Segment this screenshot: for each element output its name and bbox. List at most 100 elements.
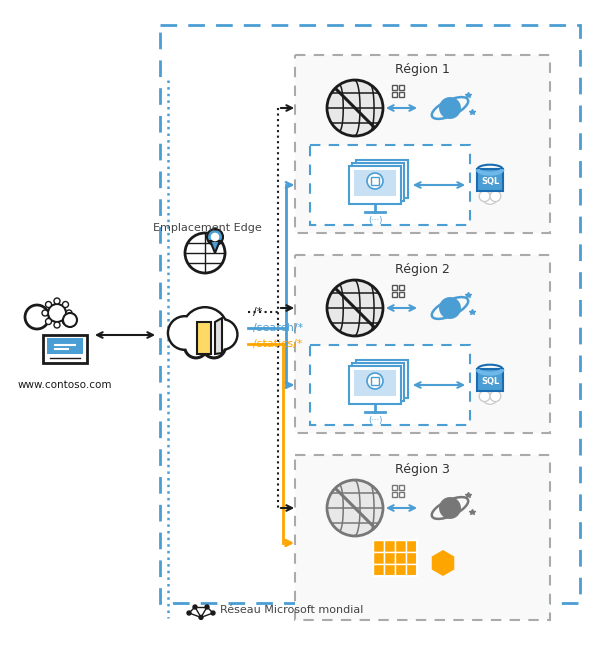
Bar [295, 455, 550, 620]
Text: (···): (···) [368, 216, 382, 225]
Bar [398, 292, 404, 297]
Bar [392, 84, 397, 90]
Bar [352, 363, 404, 401]
Bar [43, 335, 87, 363]
Polygon shape [432, 550, 454, 576]
Circle shape [46, 301, 52, 308]
Bar [398, 84, 404, 90]
Circle shape [182, 308, 227, 353]
Polygon shape [215, 318, 222, 354]
Circle shape [440, 98, 460, 118]
Circle shape [490, 191, 501, 202]
Bar [392, 292, 397, 297]
Circle shape [367, 173, 383, 189]
Bar [478, 169, 503, 191]
Bar [371, 177, 379, 185]
Circle shape [208, 320, 236, 349]
Text: /*: /* [253, 307, 262, 317]
Circle shape [490, 391, 501, 402]
Bar [398, 284, 404, 290]
Bar [395, 552, 406, 564]
Bar [384, 540, 395, 552]
Bar [371, 376, 379, 386]
Circle shape [54, 298, 60, 304]
Circle shape [207, 319, 237, 349]
Bar [392, 485, 397, 490]
Bar [373, 540, 384, 552]
Bar [295, 55, 550, 233]
Circle shape [66, 310, 72, 316]
Circle shape [327, 280, 383, 336]
Bar [354, 170, 396, 196]
Circle shape [327, 480, 383, 536]
Bar [384, 564, 395, 576]
Circle shape [169, 318, 200, 349]
Circle shape [479, 191, 490, 202]
Text: Réseau Microsoft mondial: Réseau Microsoft mondial [220, 605, 364, 615]
Circle shape [440, 498, 460, 518]
Bar [406, 552, 417, 564]
Text: Région 2: Région 2 [395, 262, 450, 275]
Circle shape [482, 188, 498, 204]
Circle shape [327, 80, 383, 136]
Text: (···): (···) [368, 416, 382, 425]
Text: SQL: SQL [481, 377, 499, 386]
Circle shape [48, 304, 66, 322]
Bar [310, 145, 470, 225]
Text: /statics/*: /statics/* [253, 339, 302, 349]
Circle shape [211, 233, 218, 240]
Bar [354, 370, 396, 396]
Circle shape [479, 391, 490, 402]
Bar [406, 540, 417, 552]
Bar [352, 163, 404, 201]
Circle shape [203, 335, 226, 358]
Bar [373, 564, 384, 576]
Bar [398, 491, 404, 497]
Circle shape [211, 611, 215, 615]
Circle shape [367, 373, 383, 389]
Circle shape [185, 233, 225, 273]
Circle shape [440, 298, 460, 318]
Text: SQL: SQL [481, 178, 499, 187]
Bar [295, 255, 550, 433]
Circle shape [25, 305, 49, 329]
Bar [395, 540, 406, 552]
Polygon shape [210, 241, 220, 253]
Circle shape [184, 308, 227, 352]
Bar [392, 91, 397, 97]
Bar [47, 338, 83, 354]
Circle shape [42, 310, 48, 316]
Circle shape [168, 316, 201, 349]
Circle shape [54, 322, 60, 328]
Text: /search/*: /search/* [253, 323, 303, 333]
Circle shape [63, 313, 77, 327]
Circle shape [193, 605, 197, 609]
Bar [373, 552, 384, 564]
Circle shape [62, 318, 68, 325]
Bar [392, 491, 397, 497]
Circle shape [185, 335, 208, 358]
Bar [310, 345, 470, 425]
Bar [160, 25, 580, 603]
Bar [478, 369, 503, 391]
Text: Emplacement Edge: Emplacement Edge [152, 223, 262, 233]
Bar [349, 366, 401, 404]
Bar [356, 160, 408, 198]
Circle shape [482, 388, 498, 404]
Bar [395, 564, 406, 576]
Circle shape [62, 301, 68, 308]
Circle shape [207, 229, 223, 245]
Bar [349, 166, 401, 204]
Text: Région 1: Région 1 [395, 62, 450, 76]
Circle shape [205, 605, 209, 609]
Bar [406, 564, 417, 576]
Bar [398, 485, 404, 490]
Circle shape [187, 611, 191, 615]
Bar [384, 552, 395, 564]
Bar [398, 91, 404, 97]
Bar [373, 540, 417, 576]
Bar [197, 322, 211, 354]
Bar [356, 360, 408, 398]
Circle shape [199, 616, 203, 619]
Text: www.contoso.com: www.contoso.com [18, 380, 112, 390]
